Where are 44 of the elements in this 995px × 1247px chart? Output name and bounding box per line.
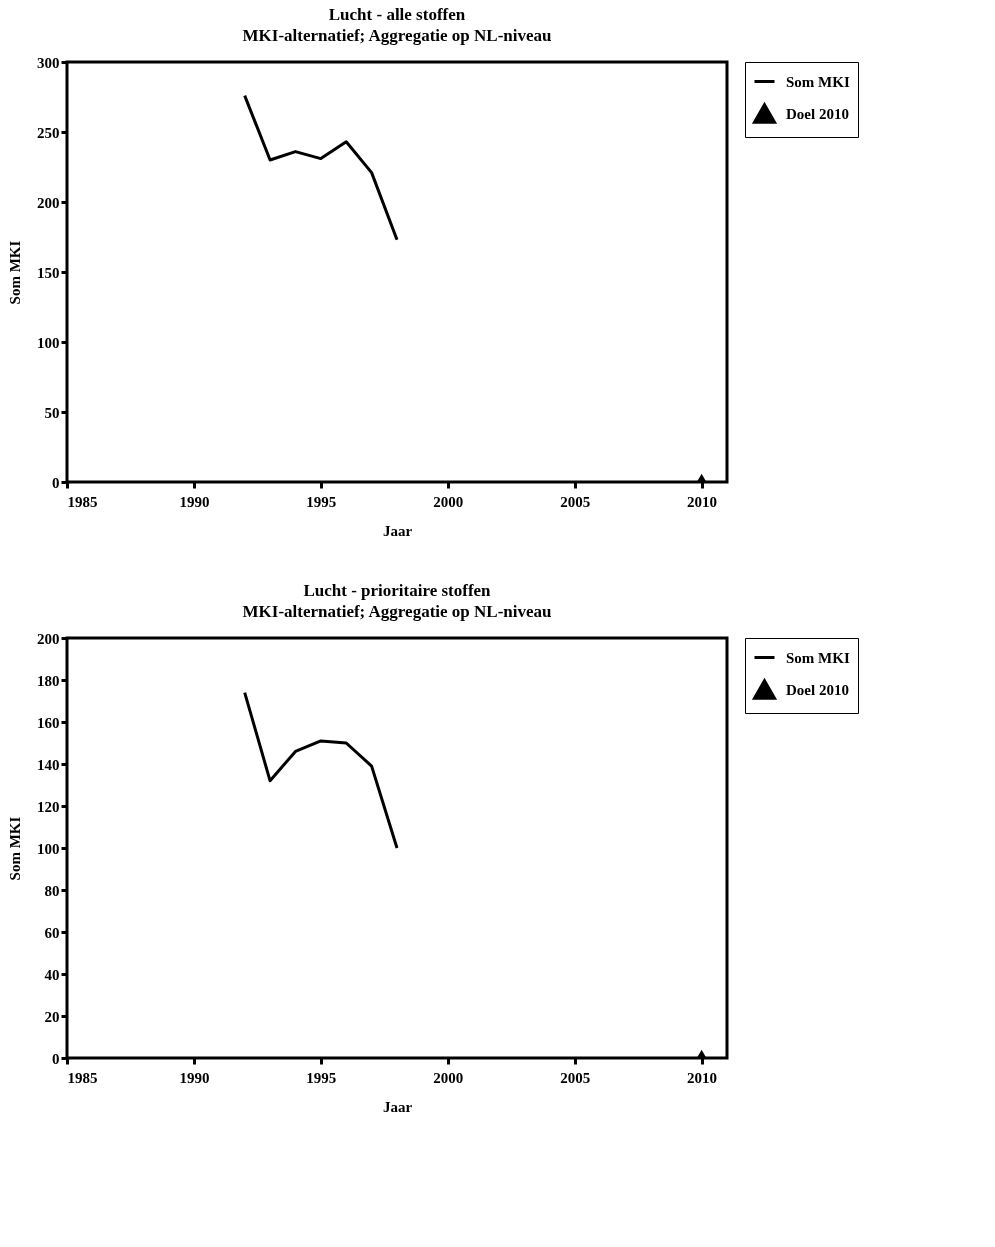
- x-tick-label: 1990: [179, 1069, 210, 1086]
- chart-title: Lucht - prioritaire stoffen: [303, 581, 492, 600]
- x-tick-label: 2005: [560, 1069, 591, 1086]
- legend-label: Doel 2010: [786, 105, 849, 122]
- y-tick-label: 0: [52, 474, 60, 491]
- y-tick-label: 20: [44, 1008, 60, 1025]
- x-tick-label: 2005: [560, 493, 591, 510]
- line-series: [243, 94, 399, 242]
- y-axis-title: Som MKI: [7, 240, 23, 305]
- y-tick-label: 100: [37, 840, 60, 857]
- chart-subtitle: MKI-alternatief; Aggregatie op NL-niveau: [242, 26, 552, 45]
- x-tick-label: 2000: [433, 1069, 464, 1086]
- y-tick-label: 140: [37, 756, 60, 773]
- x-tick-label: 2000: [433, 493, 464, 510]
- legend-label: Som MKI: [786, 73, 850, 90]
- y-tick-label: 40: [44, 966, 60, 983]
- y-tick-label: 200: [37, 630, 60, 647]
- x-axis-title: Jaar: [382, 1098, 413, 1115]
- legend-label: Doel 2010: [786, 681, 849, 698]
- y-tick-label: 180: [37, 672, 60, 689]
- x-tick-label: 2010: [687, 1069, 718, 1086]
- legend-label: Som MKI: [786, 649, 850, 666]
- y-tick-label: 100: [37, 334, 60, 351]
- x-tick-label: 1990: [179, 493, 210, 510]
- x-tick-label: 1995: [306, 493, 337, 510]
- y-tick-label: 120: [37, 798, 60, 815]
- x-axis-title: Jaar: [382, 522, 413, 539]
- y-tick-label: 300: [37, 54, 60, 71]
- x-tick-label: 2010: [687, 493, 718, 510]
- y-tick-label: 160: [37, 714, 60, 731]
- y-tick-label: 150: [37, 264, 60, 281]
- chart-subtitle: MKI-alternatief; Aggregatie op NL-niveau: [242, 602, 552, 621]
- x-tick-label: 1985: [67, 493, 98, 510]
- x-tick-label: 1995: [306, 1069, 337, 1086]
- y-tick-label: 50: [44, 404, 60, 421]
- y-tick-label: 80: [44, 882, 60, 899]
- y-tick-label: 0: [52, 1050, 60, 1067]
- y-axis-title: Som MKI: [7, 816, 23, 881]
- y-tick-label: 250: [37, 124, 60, 141]
- y-tick-label: 200: [37, 194, 60, 211]
- x-tick-label: 1985: [67, 1069, 98, 1086]
- chart-title: Lucht - alle stoffen: [328, 5, 466, 24]
- line-series: [243, 691, 399, 850]
- y-tick-label: 60: [44, 924, 60, 941]
